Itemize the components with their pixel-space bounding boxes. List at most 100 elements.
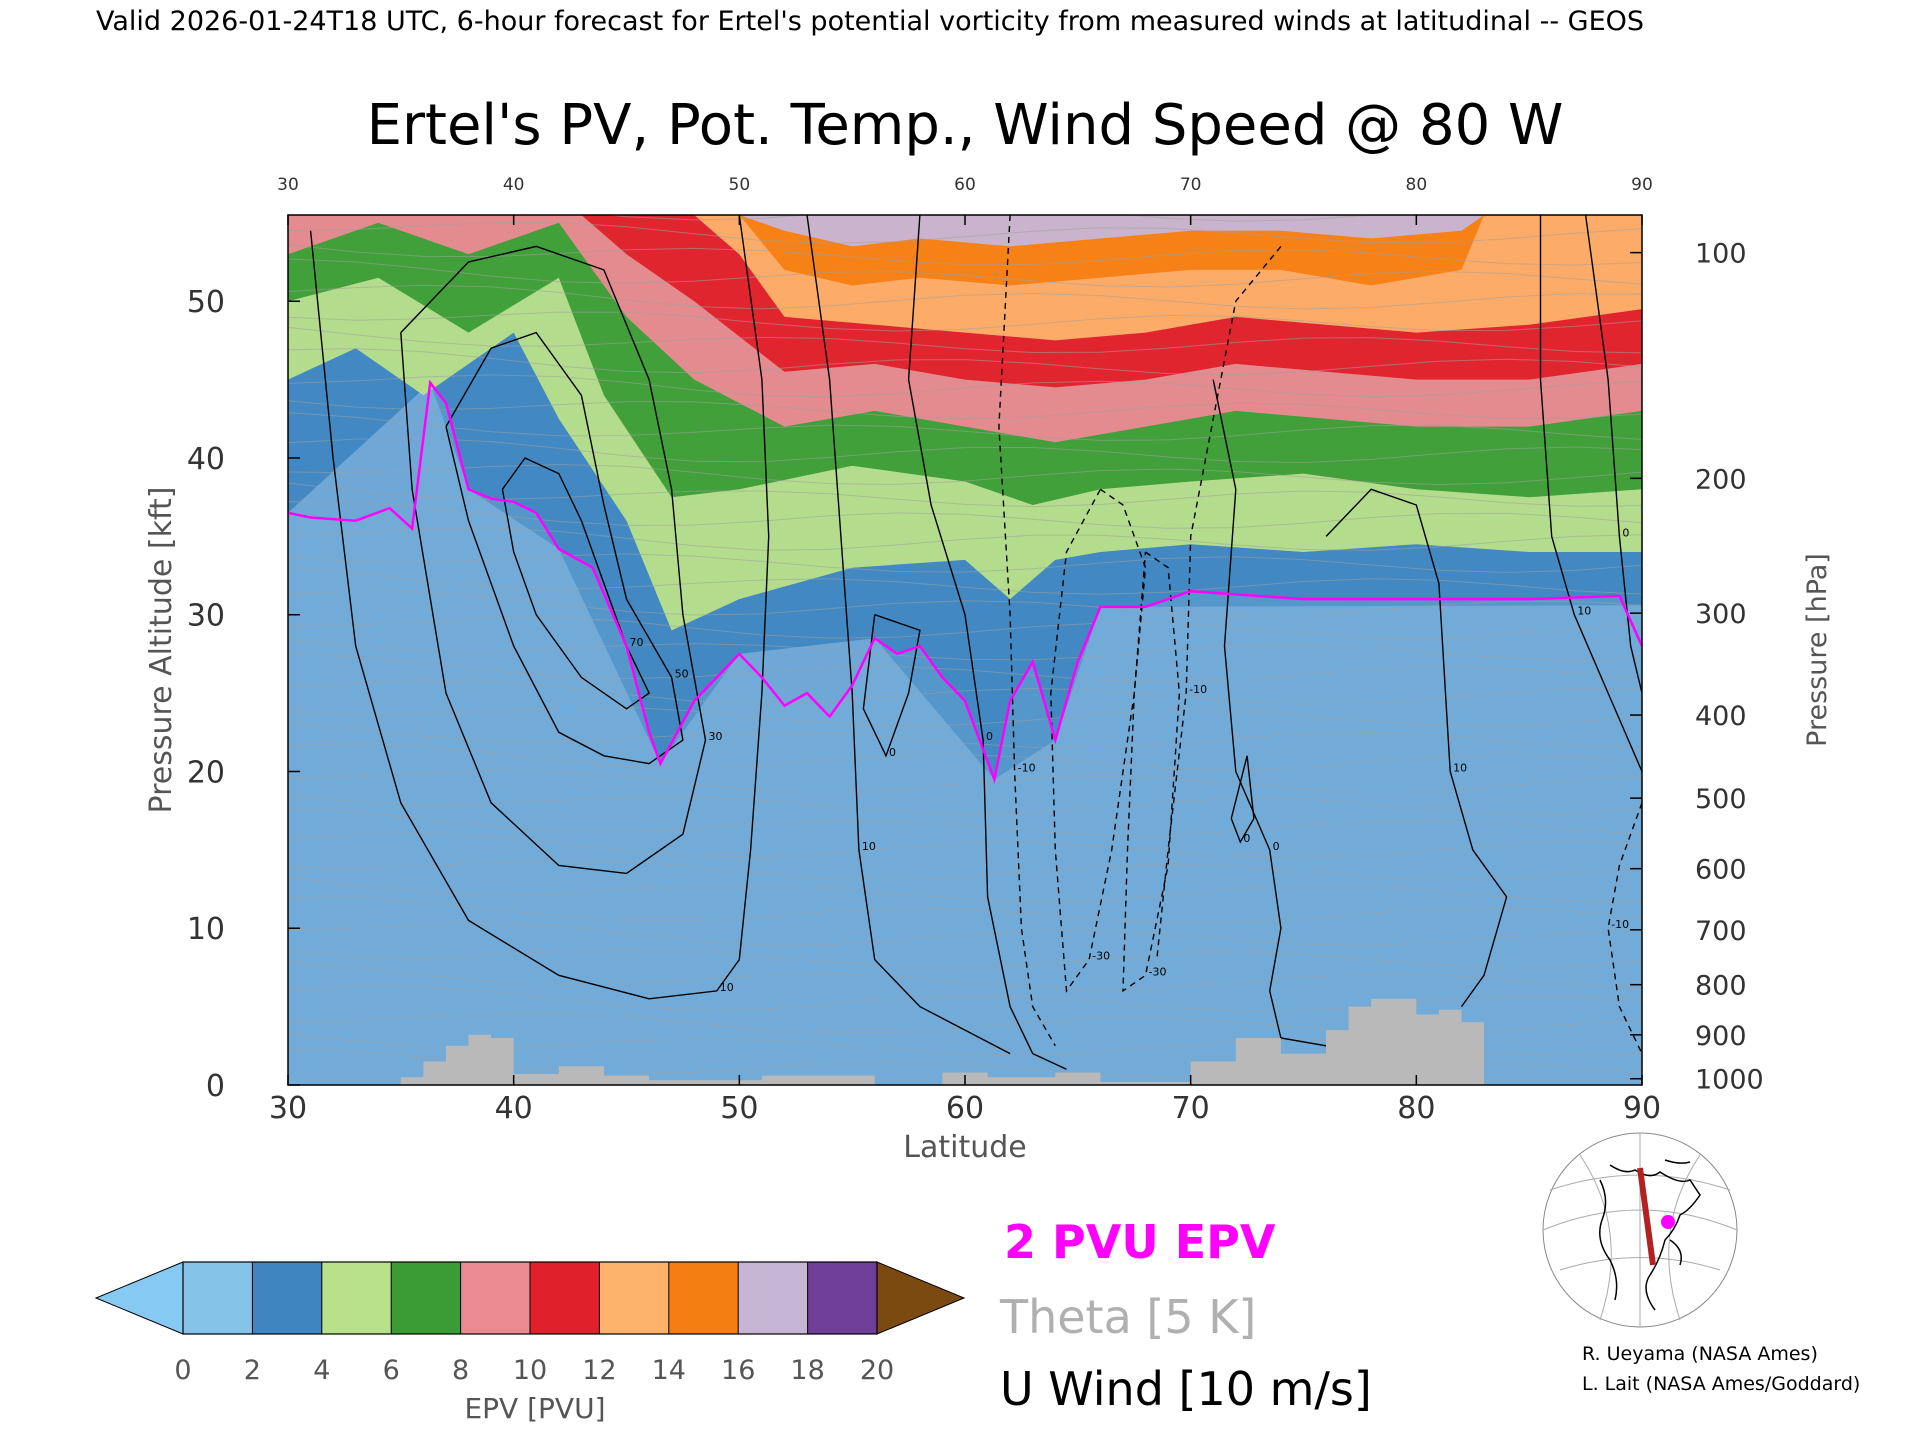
valid-time-header: Valid 2026-01-24T18 UTC, 6-hour forecast… [96,6,1644,37]
u-wind-contour [1050,488,1147,993]
terrain-group [400,998,1484,1085]
pressure-tick-label: 1000 [1695,1065,1764,1096]
terrain [400,998,1484,1085]
colorbar-tick-label: 12 [582,1355,616,1386]
pressure-tick-label: 600 [1695,855,1747,886]
theta-line [288,527,1642,551]
y-tick-label: 30 [187,599,225,634]
theta-line [288,482,1642,508]
theta-line [288,463,1642,486]
pressure-tick-label: 100 [1695,239,1747,270]
tropopause-line-group [288,379,1642,784]
colorbar-tick-label: 18 [790,1355,824,1386]
theta-line [288,348,1642,376]
pressure-tick-label: 500 [1695,784,1747,815]
u-wind-contours: 70 50 30 10 10 0 0 -10 -30 -30 -10 0 0 10 10 0 -10 [309,215,1642,1070]
pressure-tick-label: 400 [1695,701,1747,732]
u-wind-contour [1539,215,1642,772]
x-tick-label-top: 40 [503,175,525,195]
cross-section-track [1637,1167,1656,1266]
theta-line [288,284,1642,310]
theta-line [288,590,1642,617]
x-axis-label: Latitude [903,1130,1026,1165]
colorbar-segment [807,1262,878,1334]
colorbar-under-arrow [94,1261,184,1335]
u-wind-contour [1212,379,1327,1047]
x-tick-label: 80 [1397,1091,1435,1126]
pv-bands [288,215,1642,1085]
map-coastlines [1599,1159,1701,1311]
y-axis-label-left: Pressure Altitude [kft] [144,487,179,814]
x-tick-label: 70 [1172,1091,1210,1126]
colorbar-label: EPV [PVU] [464,1392,605,1425]
colorbar-tick-label: 10 [513,1355,547,1386]
u-wind-contour-label: 0 [1273,840,1280,853]
theta-line [288,566,1642,595]
pressure-tick-label: 300 [1695,599,1747,630]
pressure-tick-label: 700 [1695,916,1747,947]
theta-line [288,807,1642,836]
colorbar-over-arrow [876,1261,966,1335]
x-tick-label-top: 30 [277,175,299,195]
u-wind-contour-label: 0 [889,746,896,759]
colorbar-segment [183,1262,253,1334]
theta-line [288,374,1642,398]
theta-line [288,617,1642,639]
theta-line [288,553,1642,573]
theta-line [288,769,1642,793]
x-tick-label-top: 90 [1631,175,1653,195]
pressure-tick-label: 900 [1695,1021,1747,1052]
colorbar-segment [321,1262,392,1334]
u-wind-contour-label: 10 [1453,761,1467,774]
theta-line [288,412,1642,441]
theta-line [288,922,1642,946]
theta-line [288,948,1642,968]
y-tick-label: 50 [187,285,225,320]
colorbar-tick-label: 8 [452,1355,469,1386]
pv-band-0 [288,382,1642,1085]
credit-line-1: R. Ueyama (NASA Ames) [1582,1343,1818,1365]
colorbar-tick-label: 2 [244,1355,261,1386]
u-wind-contour-label: 0 [986,730,993,743]
theta-line [288,311,1642,332]
legend-theta: Theta [5 K] [999,1290,1256,1344]
u-wind-contour-label: 10 [1577,605,1591,618]
u-wind-contour [445,331,684,765]
u-wind-contour [1607,802,1642,1054]
u-wind-contour-label: 30 [708,730,722,743]
axes: 3030404050506060707080809090010203040501… [187,175,1764,1126]
colorbar-segment [738,1262,809,1334]
pressure-tick-label: 800 [1695,971,1747,1002]
u-wind-contour [400,245,707,875]
pv-band-16 [288,215,1642,247]
theta-line [288,896,1642,924]
theta-line [288,832,1642,859]
x-tick-label: 60 [946,1091,984,1126]
theta-line [288,326,1642,354]
theta-line [288,258,1642,288]
colorbar-segment [530,1262,600,1334]
y-axis-label-right: Pressure [hPa] [1802,553,1833,747]
x-tick-label: 90 [1623,1091,1661,1126]
plot-area: 70 50 30 10 10 0 0 -10 -30 -30 -10 0 0 10 10 0 -10 [288,215,1642,1085]
theta-line [288,859,1642,881]
chart-title: Ertel's PV, Pot. Temp., Wind Speed @ 80 … [367,93,1564,158]
pressure-tick-label: 200 [1695,464,1747,495]
u-wind-contour [1156,245,1282,960]
theta-line [288,653,1642,683]
u-wind-contour-label: 70 [630,636,644,649]
colorbar-tick-label: 0 [174,1355,191,1386]
x-tick-label-top: 70 [1180,175,1202,195]
y-tick-label: 40 [187,442,225,477]
theta-line [288,721,1642,749]
theta-line [288,877,1642,903]
x-tick-label: 50 [720,1091,758,1126]
legend-epv: 2 PVU EPV [1004,1215,1276,1269]
u-wind-contour-label: 0 [1622,526,1629,539]
u-wind-contour [501,457,650,710]
x-tick-label-top: 50 [729,175,751,195]
colorbar-segment [391,1262,462,1334]
x-tick-label-top: 80 [1406,175,1428,195]
u-wind-contour-label: -10 [1018,761,1036,774]
u-wind-contour [1584,215,1642,694]
